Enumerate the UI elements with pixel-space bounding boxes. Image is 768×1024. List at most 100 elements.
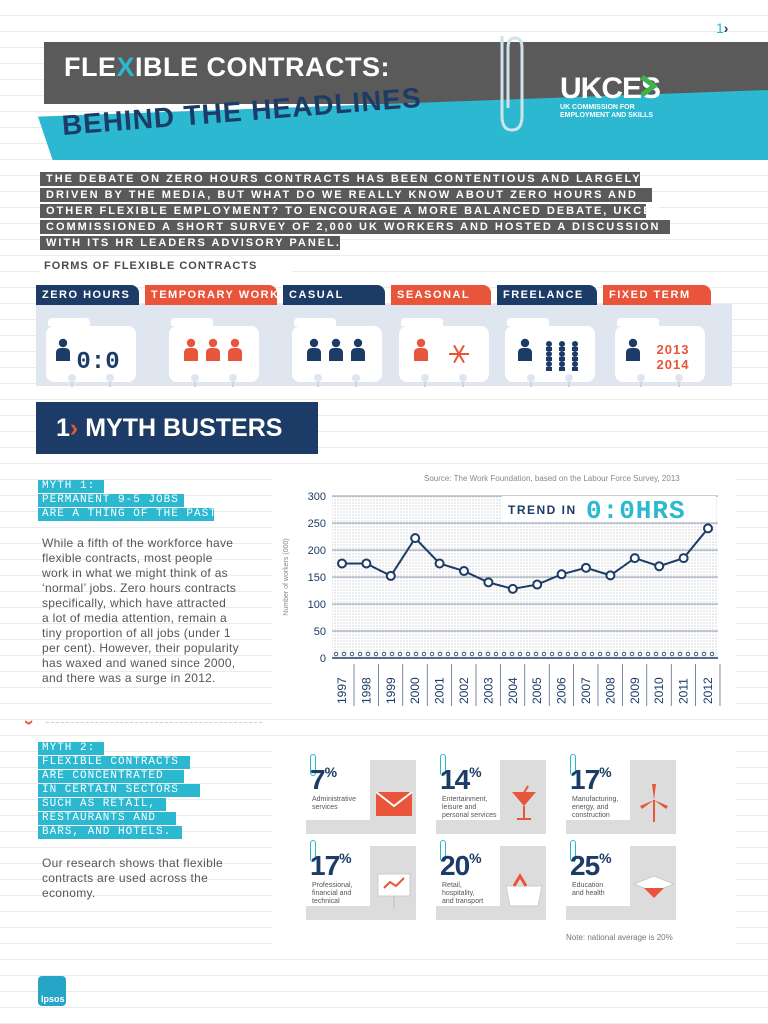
tab-zero-hours[interactable]: ZERO HOURS bbox=[36, 285, 139, 305]
pin-stem bbox=[317, 379, 319, 387]
baseline-dot bbox=[517, 651, 523, 657]
baseline-dot bbox=[653, 651, 659, 657]
y-axis-label: Number of workers (000) bbox=[283, 538, 290, 615]
y-tick-label: 200 bbox=[308, 545, 326, 557]
y-tick-label: 150 bbox=[308, 572, 326, 584]
tab-freelance[interactable]: FREELANCE bbox=[497, 285, 597, 305]
sector-label-line: Education bbox=[572, 882, 604, 889]
data-point bbox=[507, 583, 518, 594]
wind-turbine-icon bbox=[640, 784, 668, 822]
sector-percentage: 20% bbox=[440, 850, 482, 882]
body-line: contracts are used across the bbox=[42, 871, 209, 885]
y-tick-label: 0 bbox=[320, 653, 326, 665]
sector-notch bbox=[436, 760, 500, 820]
percent-sign: % bbox=[599, 764, 611, 780]
myth-tag: FLEXIBLE CONTRACTS bbox=[38, 756, 190, 769]
x-tick-label: 2001 bbox=[433, 677, 447, 704]
baseline-dot bbox=[597, 651, 603, 657]
logo-subtitle: UK COMMISSION FOR EMPLOYMENT AND SKILLS bbox=[560, 104, 654, 120]
divider bbox=[46, 722, 262, 723]
pin-icon bbox=[229, 374, 237, 382]
intro-line: OTHER FLEXIBLE EMPLOYMENT? TO ENCOURAGE … bbox=[40, 204, 660, 218]
cocktail-icon bbox=[512, 785, 536, 820]
data-point bbox=[459, 566, 469, 577]
person-body bbox=[351, 348, 365, 361]
people-orange-icon bbox=[184, 338, 242, 361]
tab-casual[interactable]: CASUAL bbox=[283, 285, 385, 305]
baseline-dot bbox=[629, 651, 635, 657]
myth-tag: BARS, AND HOTELS. bbox=[38, 826, 182, 839]
baseline-dot bbox=[677, 651, 683, 657]
person-body bbox=[414, 348, 428, 361]
baseline-dot bbox=[509, 651, 515, 657]
x-tick-label: 1999 bbox=[384, 677, 398, 704]
sector-label-line: Administrative bbox=[312, 796, 356, 803]
tab-seasonal[interactable]: SEASONAL bbox=[391, 285, 491, 305]
sector-percentage-value: 14 bbox=[440, 764, 470, 795]
person-snowflake-icon bbox=[414, 338, 469, 364]
paperclip-icon bbox=[310, 840, 316, 862]
people-navy-icon bbox=[307, 338, 365, 361]
person-head bbox=[58, 338, 67, 348]
paperclip-icon bbox=[440, 754, 446, 776]
legend-hours-display: 0:0HRS bbox=[586, 496, 686, 526]
sector-percentage-value: 25 bbox=[570, 850, 600, 881]
tab-temporary-work[interactable]: TEMPORARY WORK bbox=[145, 285, 278, 305]
dot-body bbox=[546, 367, 552, 371]
sector-percentage: 7% bbox=[310, 764, 337, 796]
data-point bbox=[556, 569, 567, 580]
baseline-dot bbox=[637, 651, 643, 657]
pin-icon bbox=[105, 374, 114, 382]
dot-body bbox=[572, 357, 578, 361]
person-body bbox=[206, 348, 220, 361]
x-tick-label: 2008 bbox=[603, 677, 617, 704]
tab-fixed-term[interactable]: FIXED TERM bbox=[603, 285, 711, 305]
person-head bbox=[331, 338, 341, 348]
series-line bbox=[342, 527, 709, 590]
x-tick-label: 2010 bbox=[652, 677, 666, 704]
person-body bbox=[307, 348, 321, 361]
sector-notch bbox=[566, 846, 630, 906]
sector-notch bbox=[566, 760, 630, 820]
pin-icon bbox=[314, 374, 322, 382]
year-label: 2013 bbox=[657, 342, 690, 357]
person-head bbox=[309, 338, 319, 348]
pin-stem bbox=[530, 379, 532, 387]
graduation-cap-icon bbox=[632, 875, 676, 898]
chevron-icon: › bbox=[19, 719, 40, 726]
dot-body bbox=[572, 367, 578, 371]
legend-box bbox=[502, 496, 716, 522]
ipsos-logo[interactable] bbox=[38, 976, 66, 1006]
pin-icon bbox=[459, 374, 467, 382]
sector-label-line: personal services bbox=[442, 812, 497, 819]
baseline-dot bbox=[589, 651, 595, 657]
dot-body bbox=[559, 367, 565, 371]
data-point bbox=[629, 553, 640, 564]
percent-sign: % bbox=[469, 850, 481, 866]
intro-line: WITH ITS HR LEADERS ADVISORY PANEL. bbox=[40, 236, 340, 250]
baseline-dot bbox=[613, 651, 619, 657]
data-point bbox=[532, 579, 543, 590]
pin-icon bbox=[191, 374, 199, 382]
card-tab bbox=[47, 318, 90, 326]
sector-notch bbox=[306, 760, 370, 820]
pin-stem bbox=[232, 379, 234, 387]
intro-line: COMMISSIONED A SHORT SURVEY OF 2,000 UK … bbox=[40, 220, 670, 234]
baseline-dot bbox=[549, 651, 555, 657]
data-point bbox=[678, 553, 689, 564]
body-line: work in what we might think of as bbox=[42, 566, 228, 580]
data-point bbox=[337, 558, 347, 569]
sector-label-line: hospitality, bbox=[442, 890, 475, 897]
sector-percentage: 17% bbox=[570, 764, 612, 796]
baseline-dot bbox=[397, 651, 403, 657]
sector-percentage-value: 20 bbox=[440, 850, 470, 881]
baseline-dot bbox=[621, 651, 627, 657]
baseline-dot bbox=[525, 651, 531, 657]
person-head bbox=[208, 338, 218, 348]
year-label: 2014 bbox=[657, 357, 690, 372]
sector-label-line: financial and bbox=[312, 890, 352, 897]
baseline-dot bbox=[661, 651, 667, 657]
x-tick-label: 2009 bbox=[628, 677, 642, 704]
person-head bbox=[353, 338, 363, 348]
percent-sign: % bbox=[339, 850, 351, 866]
